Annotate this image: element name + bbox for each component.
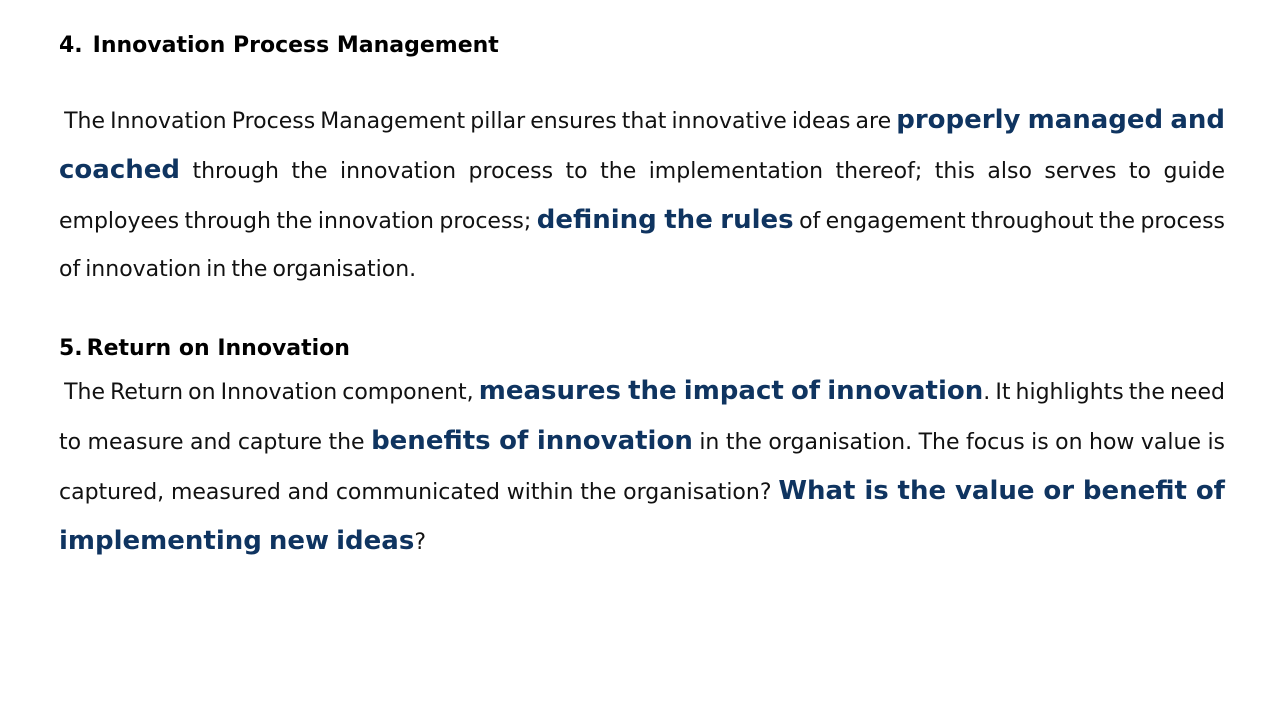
section-4-text-3: of engagement throughout the process of …: [59, 209, 1226, 282]
section-5-text-2: . It highlights the need to measure and …: [59, 380, 1225, 455]
section-4-paragraph: The Innovation Process Management pillar…: [59, 96, 1225, 294]
section-5-text-3: in the organisation. The focus is on how…: [59, 430, 1226, 505]
section-5-highlight-3: What is the value or benefit of implemen…: [59, 476, 1225, 556]
section-4-highlight-2: defining the rules: [536, 205, 794, 235]
section-5-paragraph: The Return on Innovation component, meas…: [59, 367, 1225, 567]
section-4-heading: 4. Innovation Process Management: [59, 31, 499, 61]
section-5-heading: 5. Return on Innovation: [59, 334, 350, 364]
section-4-text-2: through the innovation process to the im…: [59, 159, 1225, 234]
section-5-title: Return on Innovation: [86, 336, 350, 361]
section-4-title: Innovation Process Management: [92, 33, 499, 58]
section-5-text-4: ?: [414, 530, 426, 555]
section-5-text-1: The Return on Innovation component,: [64, 380, 479, 405]
section-5-number: 5.: [59, 336, 83, 361]
section-5-highlight-1: measures the impact of innovation: [478, 376, 984, 406]
section-4-highlight-1: properly managed and coached: [59, 105, 1225, 185]
section-5-highlight-2: benefits of innovation: [371, 426, 693, 456]
section-4-number: 4.: [59, 33, 83, 58]
section-4-text-1: The Innovation Process Management pillar…: [64, 109, 897, 134]
